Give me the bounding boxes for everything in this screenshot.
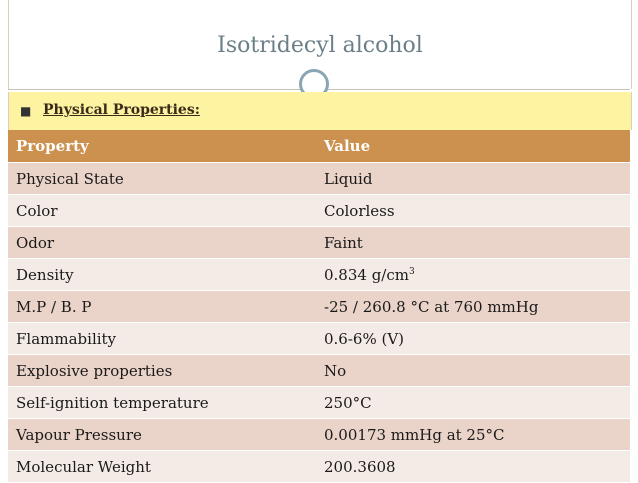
table-row: Flammability 0.6-6% (V)	[8, 322, 630, 355]
value-cell: 0.834 g/cm3	[316, 258, 630, 291]
value-cell: Faint	[316, 226, 630, 259]
property-cell: Flammability	[8, 322, 316, 355]
property-cell: Self-ignition temperature	[8, 386, 316, 419]
value-superscript: 3	[409, 266, 415, 277]
value-cell: Liquid	[316, 162, 630, 195]
value-cell: 200.3608	[316, 450, 630, 483]
property-cell: Vapour Pressure	[8, 418, 316, 451]
slide-title: Isotridecyl alcohol	[217, 33, 423, 58]
table-row: Density 0.834 g/cm3	[8, 258, 630, 291]
property-cell: Molecular Weight	[8, 450, 316, 483]
table-row: M.P / B. P -25 / 260.8 °C at 760 mmHg	[8, 290, 630, 323]
bullet-label: Physical Properties:	[43, 102, 200, 118]
table-row: Explosive properties No	[8, 354, 630, 387]
table-row: Vapour Pressure 0.00173 mmHg at 25°C	[8, 418, 630, 451]
properties-table: Property Value Physical State Liquid Col…	[8, 130, 630, 483]
property-cell: Physical State	[8, 162, 316, 195]
value-cell: 0.00173 mmHg at 25°C	[316, 418, 630, 451]
value-text: 0.834 g/cm	[324, 265, 409, 284]
value-cell: 250°C	[316, 386, 630, 419]
bullet-bar: ■ Physical Properties:	[8, 92, 632, 130]
table-row: Physical State Liquid	[8, 162, 630, 195]
value-cell: Colorless	[316, 194, 630, 227]
property-cell: Density	[8, 258, 316, 291]
table-row: Odor Faint	[8, 226, 630, 259]
property-cell: Explosive properties	[8, 354, 316, 387]
value-cell: -25 / 260.8 °C at 760 mmHg	[316, 290, 630, 323]
property-cell: Odor	[8, 226, 316, 259]
value-cell: No	[316, 354, 630, 387]
property-cell: Color	[8, 194, 316, 227]
square-bullet-icon: ■	[20, 104, 32, 118]
header-property: Property	[8, 130, 316, 163]
table-row: Molecular Weight 200.3608	[8, 450, 630, 483]
header-value: Value	[316, 130, 630, 163]
value-cell: 0.6-6% (V)	[316, 322, 630, 355]
property-cell: M.P / B. P	[8, 290, 316, 323]
table-row: Self-ignition temperature 250°C	[8, 386, 630, 419]
table-header-row: Property Value	[8, 130, 630, 163]
table-row: Color Colorless	[8, 194, 630, 227]
